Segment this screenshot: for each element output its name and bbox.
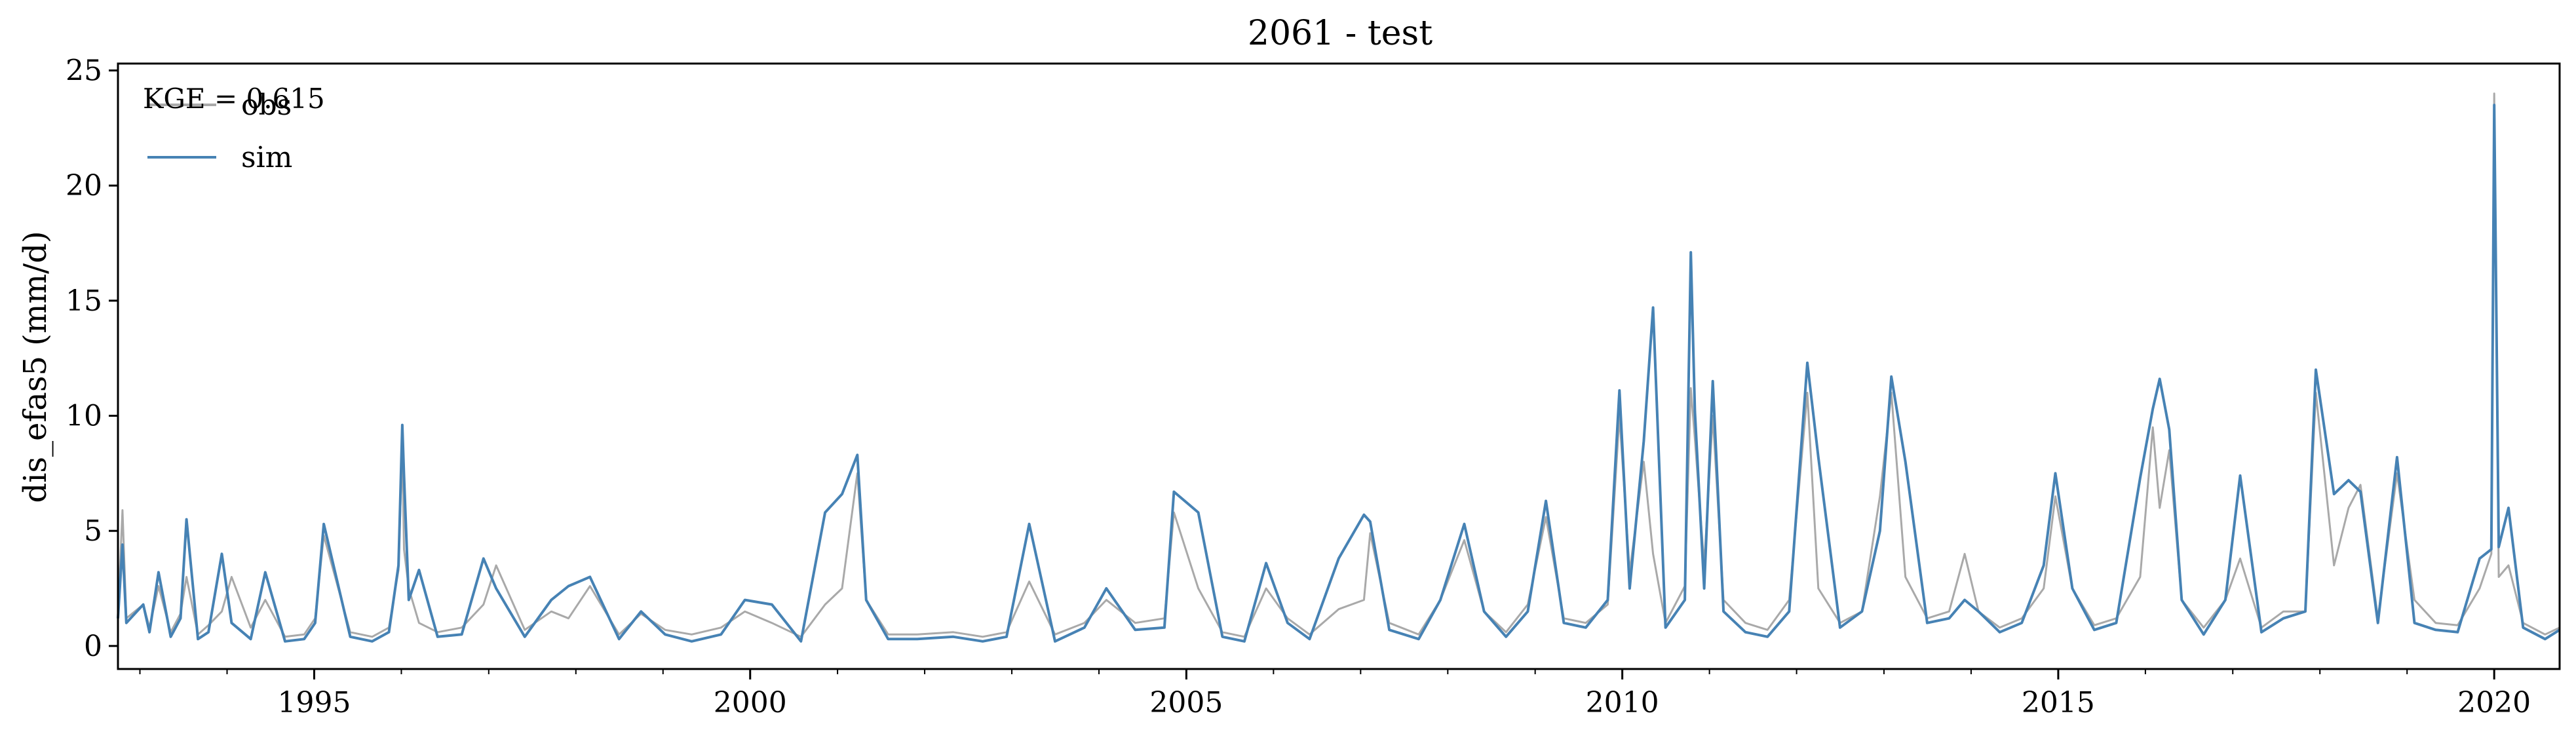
x-tick-label: 2005 — [1149, 686, 1223, 719]
y-tick-label: 15 — [66, 284, 102, 318]
legend-sim-label: sim — [241, 141, 292, 174]
axes-layer: 0 5 10 15 20 25 1995 2000 2005 2010 2015 2020 — [66, 54, 2561, 719]
legend-obs-label: obs — [241, 88, 292, 122]
chart-title: 2061 - test — [1248, 14, 1432, 53]
series-line-sim — [117, 104, 2561, 643]
y-tick-label: 0 — [84, 630, 102, 663]
x-tick-label: 1995 — [277, 686, 351, 719]
x-tick-label: 2020 — [2457, 686, 2531, 719]
x-tick-label: 2010 — [1586, 686, 1659, 719]
y-tick-label: 20 — [66, 169, 102, 202]
y-axis-label: dis_efas5 (mm/d) — [17, 231, 54, 503]
kge-annotation: KGE = 0.615 — [143, 83, 325, 115]
plot-frame — [117, 62, 2561, 670]
series-layer — [117, 92, 2561, 643]
y-tick-label: 10 — [66, 400, 102, 433]
y-tick-label: 25 — [66, 54, 102, 88]
x-tick-label: 2000 — [714, 686, 787, 719]
x-tick-label: 2015 — [2022, 686, 2095, 719]
legend: obs sim — [147, 88, 292, 174]
y-tick-label: 5 — [84, 514, 102, 548]
